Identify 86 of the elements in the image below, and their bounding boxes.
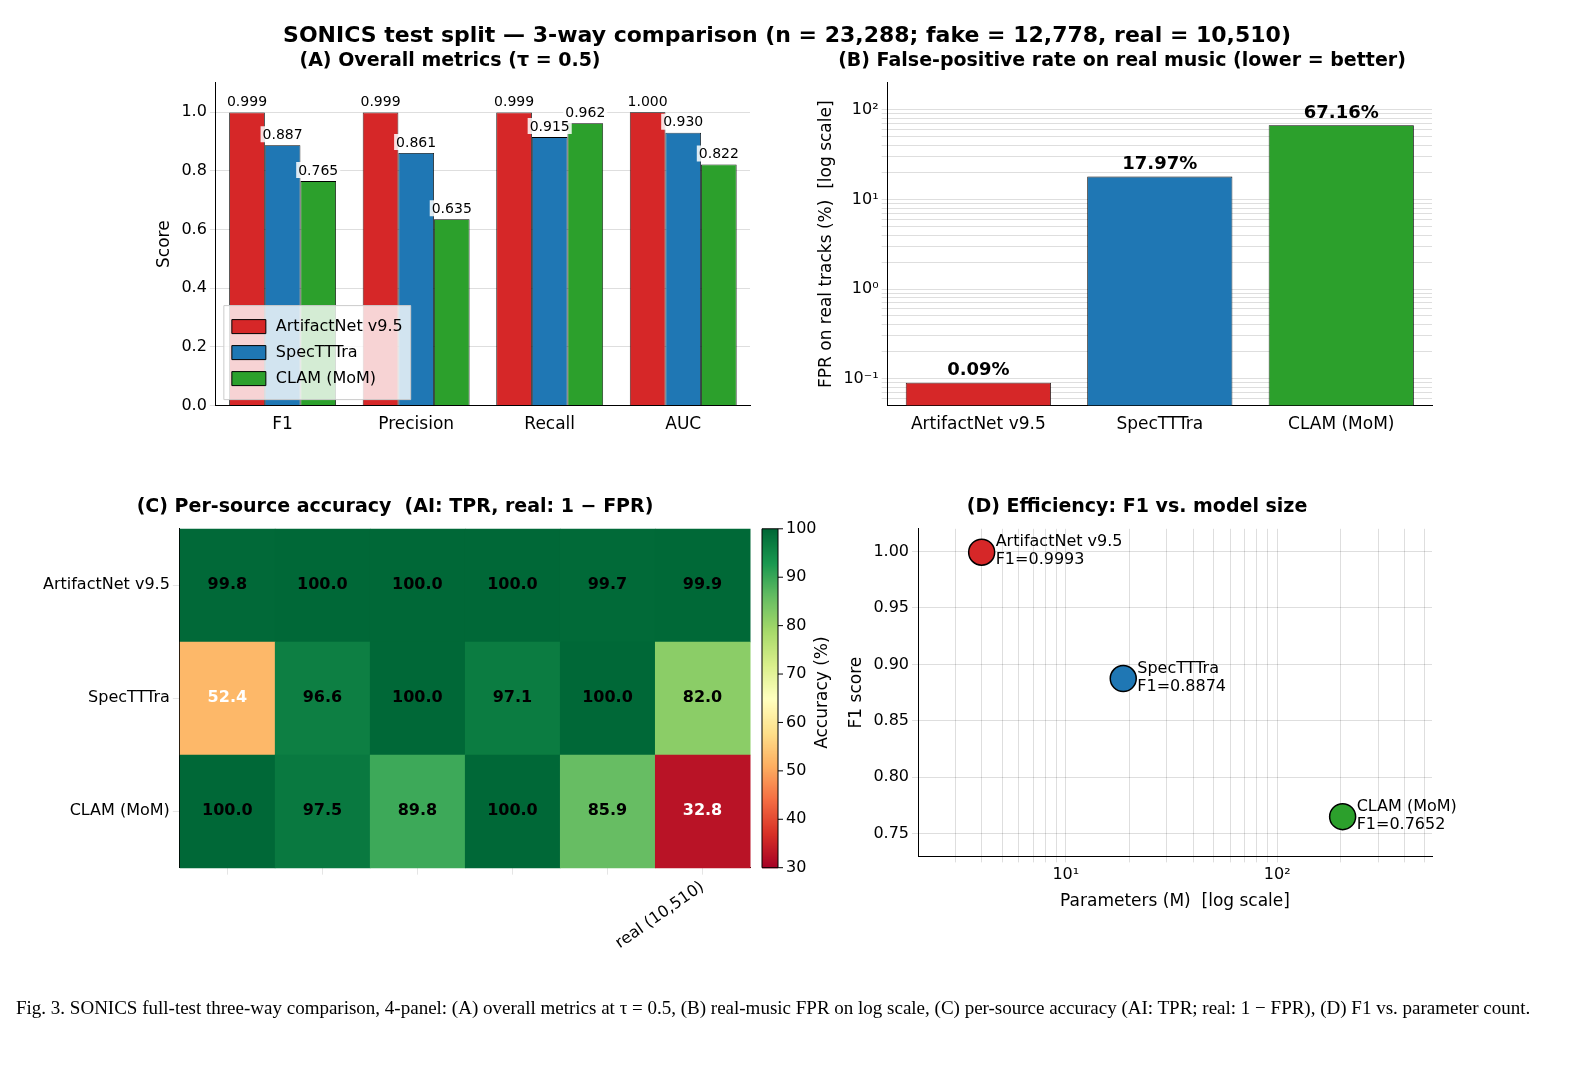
- y-tick-label: 10¹: [851, 188, 879, 208]
- data-label: 0.962: [565, 103, 606, 120]
- data-label: 100.0: [392, 574, 443, 594]
- data-label: 100.0: [487, 574, 538, 594]
- y-tick-label: 1.0: [181, 101, 207, 121]
- data-label: 0.765: [298, 161, 339, 178]
- data-label: 97.5: [302, 800, 343, 820]
- y-tick-label: 0.90: [873, 653, 910, 673]
- x-axis-title: Parameters (M) [log scale]: [1060, 890, 1290, 911]
- data-label: 100.0: [487, 800, 538, 820]
- data-label: 0.915: [529, 117, 570, 134]
- x-tick-label: 10²: [1263, 864, 1291, 884]
- y-tick-label: 0.80: [873, 766, 910, 786]
- x-tick-label: AUC: [665, 413, 702, 434]
- data-label: 0.09%: [947, 358, 1010, 380]
- text: SONICS test split — 3-way comparison (n = 23,288; fake = 12,778, real = 10,510): [282, 22, 1292, 47]
- y-tick-label: CLAM (MoM): [69, 800, 170, 820]
- color-bar-label: 70: [786, 663, 807, 683]
- x-tick-label: SpecTTTra: [1116, 413, 1204, 434]
- y-tick-label: SpecTTTra: [88, 687, 170, 707]
- y-axis-title: Score: [152, 220, 173, 269]
- x-tick-label: F1: [272, 413, 293, 434]
- color-bar-label: 90: [786, 566, 807, 586]
- chart-title: (D) Efficiency: F1 vs. model size: [966, 494, 1308, 517]
- x-tick-label: CLAM (MoM): [1288, 413, 1395, 434]
- data-label: 99.7: [587, 574, 628, 594]
- data-label: 100.0: [297, 574, 348, 594]
- data-label: 0.822: [698, 145, 739, 162]
- y-tick-label: 0.4: [181, 277, 207, 297]
- data-label: 67.16%: [1303, 100, 1379, 122]
- color-bar-label: 40: [786, 808, 807, 828]
- legend-label: SpecTTTra: [275, 341, 358, 361]
- data-label: 1.000: [627, 92, 668, 109]
- y-axis-title: F1 score: [844, 656, 865, 729]
- y-tick-label: 0.75: [873, 822, 910, 842]
- x-tick-label: ArtifactNet v9.5: [910, 413, 1046, 434]
- text: Accuracy (%): [811, 636, 832, 749]
- data-label: 100.0: [392, 687, 443, 707]
- data-label: 0.635: [431, 199, 472, 216]
- annotation: ArtifactNet v9.5 F1=0.9993: [995, 531, 1123, 569]
- y-tick-label: 0.6: [181, 218, 207, 238]
- x-tick-label: Precision: [378, 413, 455, 434]
- y-tick-label: 0.85: [873, 710, 910, 729]
- data-label: 85.9: [587, 800, 628, 820]
- y-tick-label: 1.00: [873, 540, 910, 560]
- data-label: 100.0: [582, 687, 633, 707]
- data-label: 89.8: [397, 800, 438, 820]
- color-bar-label: 80: [786, 614, 807, 634]
- x-tick-label: 10¹: [1052, 864, 1080, 884]
- data-label: 0.999: [360, 93, 401, 110]
- data-label: 32.8: [682, 800, 723, 820]
- data-label: 96.6: [302, 687, 343, 707]
- data-label: 0.887: [262, 125, 303, 142]
- data-label: 99.9: [682, 574, 723, 594]
- data-label: 0.930: [663, 113, 704, 130]
- data-label: 82.0: [682, 687, 723, 707]
- chart-title: (A) Overall metrics (τ = 0.5): [299, 48, 601, 71]
- y-tick-label: 10²: [851, 98, 879, 118]
- data-label: 52.4: [207, 687, 248, 707]
- color-bar-label: 100: [786, 517, 817, 537]
- data-label: 0.861: [396, 133, 437, 150]
- chart-title: (C) Per-source accuracy (AI: TPR, real: 1 − FPR): [136, 494, 654, 517]
- annotation: CLAM (MoM) F1=0.7652: [1356, 795, 1457, 833]
- annotation: SpecTTTra F1=0.8874: [1137, 657, 1227, 695]
- color-bar-label: 30: [786, 856, 807, 876]
- data-label: 100.0: [202, 800, 253, 820]
- x-tick-label: Recall: [524, 413, 576, 434]
- data-label: 0.999: [494, 93, 535, 110]
- data-label: 0.999: [226, 93, 268, 110]
- data-label: 17.97%: [1122, 152, 1198, 174]
- y-tick-label: ArtifactNet v9.5: [42, 574, 170, 594]
- legend-label: ArtifactNet v9.5: [275, 315, 403, 335]
- y-tick-label: 10⁰: [851, 278, 879, 298]
- y-tick-label: 10⁻¹: [843, 367, 879, 387]
- y-axis-title: FPR on real tracks (%) [log scale]: [814, 100, 835, 388]
- chart-title: (B) False-positive rate on real music (lower = better): [838, 48, 1406, 71]
- y-tick-label: 0.95: [873, 597, 910, 617]
- data-label: 99.8: [207, 574, 248, 594]
- y-tick-label: 0.2: [181, 336, 207, 356]
- caption: Fig. 3. SONICS full-test three-way comparison, 4-panel: (A) overall metrics at τ = 0.5, (B) real-music FPR on log scale, (C) per-source accuracy (AI: TPR; real: 1 − FPR), (D) F1 vs. parameter count.: [16, 996, 1532, 1020]
- color-bar-label: 50: [786, 760, 807, 780]
- y-tick-label: 0.0: [181, 394, 207, 414]
- legend-label: CLAM (MoM): [275, 367, 377, 387]
- y-tick-label: 0.8: [181, 159, 207, 179]
- data-label: 97.1: [492, 687, 533, 707]
- color-bar-label: 60: [786, 711, 807, 731]
